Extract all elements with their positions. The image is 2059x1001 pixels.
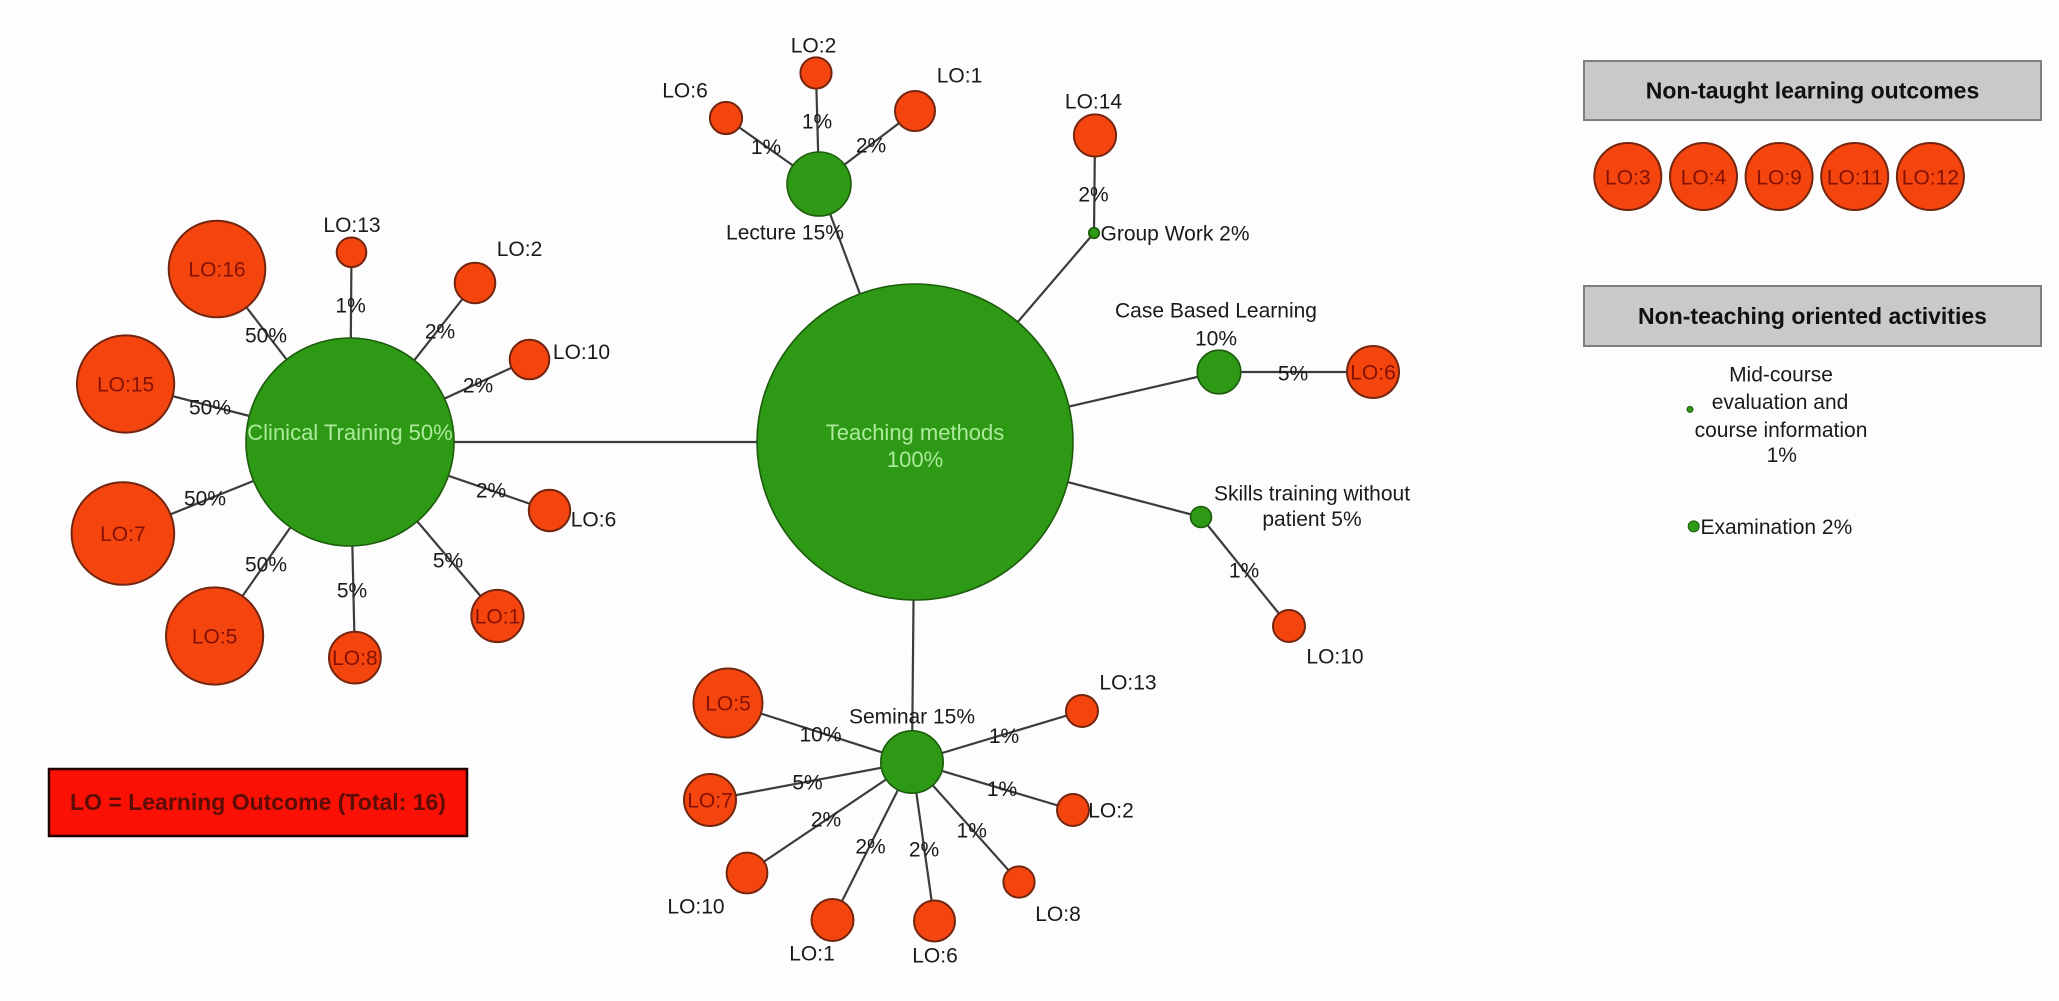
svg-text:1%: 1%: [989, 725, 1019, 748]
svg-text:Skills training without: Skills training without: [1214, 483, 1410, 506]
svg-text:5%: 5%: [433, 550, 463, 573]
svg-text:Mid-course: Mid-course: [1729, 364, 1833, 387]
svg-text:1%: 1%: [751, 136, 781, 159]
svg-text:Non-taught learning outcomes: Non-taught learning outcomes: [1646, 78, 1980, 104]
svg-text:2%: 2%: [811, 809, 841, 832]
svg-text:LO:7: LO:7: [687, 790, 733, 813]
svg-text:5%: 5%: [792, 772, 822, 795]
svg-text:LO:10: LO:10: [1306, 646, 1363, 669]
svg-text:2%: 2%: [476, 480, 506, 503]
svg-text:course information: course information: [1695, 419, 1868, 442]
svg-text:50%: 50%: [245, 325, 287, 348]
svg-text:1%: 1%: [1767, 444, 1797, 467]
svg-text:Group Work 2%: Group Work 2%: [1101, 223, 1250, 246]
svg-text:10%: 10%: [799, 724, 841, 747]
svg-text:LO:2: LO:2: [497, 238, 543, 261]
svg-text:LO:12: LO:12: [1902, 167, 1959, 190]
svg-text:LO:2: LO:2: [1088, 800, 1134, 823]
svg-text:Lecture 15%: Lecture 15%: [726, 222, 844, 245]
svg-text:1%: 1%: [987, 778, 1017, 801]
svg-text:100%: 100%: [887, 447, 943, 472]
svg-text:LO:13: LO:13: [1099, 672, 1156, 695]
svg-text:10%: 10%: [1195, 328, 1237, 351]
svg-text:LO:4: LO:4: [1681, 167, 1727, 190]
svg-text:Seminar 15%: Seminar 15%: [849, 706, 975, 729]
svg-text:LO:8: LO:8: [332, 647, 378, 670]
svg-text:LO:6: LO:6: [662, 80, 708, 103]
svg-text:LO:6: LO:6: [912, 945, 958, 968]
svg-text:LO:2: LO:2: [791, 35, 837, 58]
svg-text:5%: 5%: [337, 580, 367, 603]
svg-text:Examination 2%: Examination 2%: [1701, 516, 1853, 539]
svg-text:LO:5: LO:5: [705, 693, 751, 716]
svg-text:Non-teaching oriented activiti: Non-teaching oriented activities: [1638, 303, 1987, 329]
svg-text:LO:3: LO:3: [1605, 167, 1651, 190]
svg-text:1%: 1%: [802, 111, 832, 134]
svg-text:1%: 1%: [1229, 560, 1259, 583]
svg-text:LO:1: LO:1: [937, 65, 983, 88]
svg-text:1%: 1%: [335, 295, 365, 318]
svg-text:LO:1: LO:1: [475, 606, 521, 629]
svg-text:LO:14: LO:14: [1065, 91, 1123, 114]
svg-text:50%: 50%: [184, 488, 226, 511]
svg-text:Clinical Training 50%: Clinical Training 50%: [247, 420, 452, 445]
svg-text:Case Based Learning: Case Based Learning: [1115, 300, 1317, 323]
svg-text:LO:10: LO:10: [667, 896, 724, 919]
svg-text:LO:16: LO:16: [188, 259, 245, 282]
svg-text:1%: 1%: [957, 820, 987, 843]
svg-text:LO:6: LO:6: [1350, 362, 1396, 385]
svg-text:LO:7: LO:7: [100, 523, 146, 546]
svg-text:LO:10: LO:10: [553, 341, 610, 364]
svg-text:LO:13: LO:13: [323, 214, 380, 237]
svg-text:Teaching methods: Teaching methods: [826, 420, 1005, 445]
svg-text:LO:5: LO:5: [192, 626, 238, 649]
svg-text:2%: 2%: [856, 135, 886, 158]
svg-text:LO:9: LO:9: [1756, 167, 1802, 190]
svg-text:LO:8: LO:8: [1035, 903, 1081, 926]
svg-text:2%: 2%: [909, 839, 939, 862]
svg-text:LO:15: LO:15: [97, 374, 154, 397]
svg-text:LO:6: LO:6: [571, 509, 617, 532]
svg-text:patient 5%: patient 5%: [1262, 508, 1361, 531]
svg-text:2%: 2%: [425, 321, 455, 344]
svg-text:LO:1: LO:1: [789, 943, 835, 966]
svg-text:2%: 2%: [855, 836, 885, 859]
svg-text:50%: 50%: [245, 554, 287, 577]
svg-text:LO = Learning Outcome (Total:: LO = Learning Outcome (Total: 16): [70, 789, 446, 815]
svg-text:5%: 5%: [1278, 363, 1308, 386]
svg-text:2%: 2%: [463, 375, 493, 398]
svg-text:2%: 2%: [1078, 184, 1108, 207]
svg-text:LO:11: LO:11: [1827, 167, 1883, 190]
svg-text:50%: 50%: [189, 397, 231, 420]
svg-text:evaluation and: evaluation and: [1712, 391, 1849, 414]
